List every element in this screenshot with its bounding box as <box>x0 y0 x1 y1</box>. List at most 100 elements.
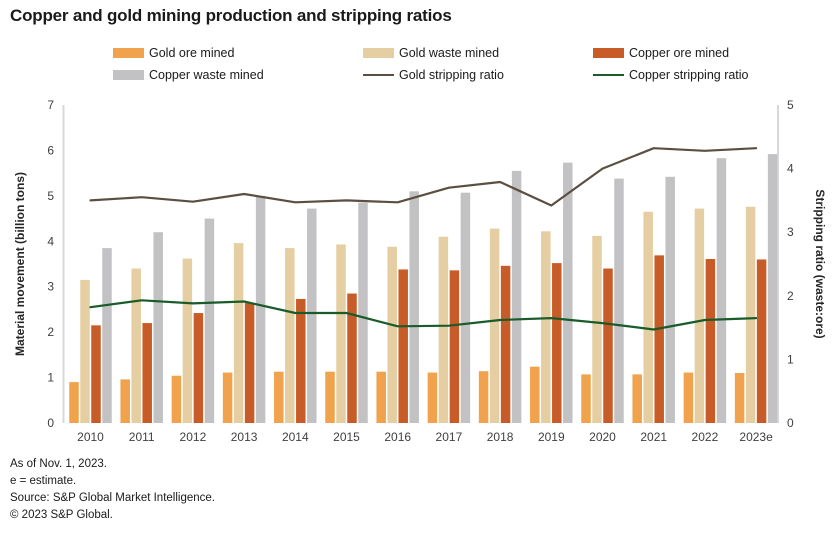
x-axis-label-2020: 2020 <box>589 430 616 444</box>
legend-label: Gold stripping ratio <box>399 68 504 82</box>
legend-label: Copper ore mined <box>629 46 730 60</box>
bar-copper-ore-mined-2014 <box>296 298 306 423</box>
bar-copper-ore-mined-2013 <box>244 303 255 423</box>
x-axis-label-2019: 2019 <box>538 430 565 444</box>
legend-label: Gold ore mined <box>149 46 235 60</box>
left-axis-tick-label: 3 <box>47 280 54 294</box>
legend-label: Copper waste mined <box>149 68 264 82</box>
bar-gold-waste-mined-2011 <box>131 268 141 423</box>
right-axis-tick-label: 4 <box>787 162 794 176</box>
x-axis-label-2022: 2022 <box>692 430 719 444</box>
legend-item-copper-ore-mined: Copper ore mined <box>593 46 823 60</box>
bar-copper-ore-mined-2018 <box>500 265 511 423</box>
chart-svg: 0 1 2 3 4 5 6 7 0 1 2 3 4 5 Material movement (billion… <box>13 98 827 444</box>
bar-copper-ore-mined-2023e <box>756 259 767 423</box>
bar-gold-waste-mined-2021 <box>643 211 653 423</box>
page-title: Copper and gold mining production and st… <box>10 6 452 25</box>
bar-copper-ore-mined-2020 <box>603 268 613 423</box>
legend-swatch-icon <box>593 73 624 77</box>
bar-copper-ore-mined-2017 <box>449 270 460 423</box>
line-copper-stripping-ratio <box>89 299 758 331</box>
x-axis-label-2018: 2018 <box>487 430 514 444</box>
legend-swatch-icon <box>113 70 144 80</box>
bar-copper-ore-mined-2010 <box>91 325 101 423</box>
x-axis-label-2023e: 2023e <box>739 430 773 444</box>
bar-gold-waste-mined-2015 <box>336 244 346 423</box>
bar-gold-ore-mined-2015 <box>325 371 335 423</box>
legend-label: Copper stripping ratio <box>629 68 749 82</box>
chart-area: 0 1 2 3 4 5 6 7 0 1 2 3 4 5 Material movement (billion… <box>0 95 836 455</box>
left-axis-tick-label: 1 <box>47 371 54 385</box>
bar-copper-waste-mined-2022 <box>716 158 727 423</box>
bar-gold-waste-mined-2019 <box>541 231 551 423</box>
x-axis-label-2015: 2015 <box>333 430 360 444</box>
bar-gold-ore-mined-2014 <box>274 371 284 423</box>
legend-item-gold-waste-mined: Gold waste mined <box>363 46 593 60</box>
line-gold-stripping-ratio <box>89 147 758 207</box>
x-axis-label-2017: 2017 <box>436 430 463 444</box>
bar-gold-ore-mined-2022 <box>683 372 694 423</box>
x-axis-label-2021: 2021 <box>640 430 667 444</box>
right-axis-tick-label: 2 <box>787 289 794 303</box>
bar-gold-ore-mined-2017 <box>427 372 438 423</box>
bar-gold-waste-mined-2012 <box>182 258 193 423</box>
bar-gold-ore-mined-2023e <box>734 373 745 423</box>
bar-copper-waste-mined-2018 <box>511 170 522 423</box>
right-axis-tick-label: 0 <box>787 416 794 430</box>
bar-gold-ore-mined-2020 <box>581 374 591 423</box>
bar-gold-waste-mined-2014 <box>285 248 295 423</box>
legend-swatch-icon <box>363 48 394 58</box>
bar-copper-ore-mined-2019 <box>552 263 562 423</box>
bar-gold-ore-mined-2011 <box>120 379 130 423</box>
bar-copper-waste-mined-2010 <box>102 248 112 423</box>
left-axis-tick-label: 0 <box>47 416 54 430</box>
bar-gold-ore-mined-2016 <box>376 371 386 423</box>
bar-copper-ore-mined-2016 <box>398 269 408 423</box>
left-axis-tick-label: 2 <box>47 325 54 339</box>
bar-copper-waste-mined-2023e <box>767 154 778 423</box>
legend-label: Gold waste mined <box>399 46 500 60</box>
bar-gold-waste-mined-2018 <box>489 228 500 423</box>
bar-copper-ore-mined-2012 <box>193 313 204 423</box>
x-axis-label-2013: 2013 <box>231 430 258 444</box>
x-axis-label-2010: 2010 <box>77 430 104 444</box>
legend-item-gold-ore-mined: Gold ore mined <box>113 46 363 60</box>
legend-item-gold-stripping-ratio: Gold stripping ratio <box>363 68 593 82</box>
x-axis-label-2014: 2014 <box>282 430 309 444</box>
legend-swatch-icon <box>363 73 394 77</box>
bar-copper-waste-mined-2015 <box>358 202 368 423</box>
bar-copper-waste-mined-2019 <box>563 162 573 423</box>
left-axis-tick-label: 7 <box>47 98 54 112</box>
right-axis-tick-label: 5 <box>787 98 794 112</box>
bar-copper-ore-mined-2015 <box>347 293 357 423</box>
bar-copper-waste-mined-2011 <box>153 232 163 423</box>
chart-footnotes: As of Nov. 1, 2023. e = estimate. Source: … <box>10 456 215 524</box>
right-axis-title: Stripping ratio (waste:ore) <box>813 189 827 338</box>
bar-copper-ore-mined-2021 <box>654 255 664 423</box>
bar-gold-waste-mined-2023e <box>745 206 756 423</box>
bar-copper-waste-mined-2014 <box>307 208 317 423</box>
bar-copper-waste-mined-2013 <box>255 195 266 423</box>
bar-gold-waste-mined-2016 <box>387 246 397 423</box>
bar-copper-waste-mined-2021 <box>665 176 675 423</box>
x-axis-label-2016: 2016 <box>384 430 411 444</box>
bar-gold-ore-mined-2018 <box>478 371 489 423</box>
bar-gold-ore-mined-2012 <box>171 375 182 423</box>
left-axis-tick-label: 6 <box>47 143 54 157</box>
footnote-line: Source: S&P Global Market Intelligence. <box>10 492 215 504</box>
legend-swatch-icon <box>593 48 624 58</box>
chart-legend: Gold ore mined Gold waste mined Copper ore… <box>113 46 823 82</box>
bar-gold-ore-mined-2021 <box>632 374 642 423</box>
right-axis-tick-label: 1 <box>787 352 794 366</box>
right-axis-tick-label: 3 <box>787 225 794 239</box>
bar-gold-ore-mined-2013 <box>222 372 233 423</box>
left-axis-tick-label: 4 <box>47 234 54 248</box>
bar-copper-waste-mined-2020 <box>614 178 624 423</box>
left-axis-tick-label: 5 <box>47 189 54 203</box>
bar-gold-waste-mined-2010 <box>80 279 90 423</box>
bar-gold-ore-mined-2010 <box>69 382 79 423</box>
footnote-line: © 2023 S&P Global. <box>10 509 113 521</box>
bar-gold-waste-mined-2020 <box>592 235 602 423</box>
bar-gold-ore-mined-2019 <box>530 366 540 423</box>
x-axis-label-2011: 2011 <box>129 430 155 444</box>
